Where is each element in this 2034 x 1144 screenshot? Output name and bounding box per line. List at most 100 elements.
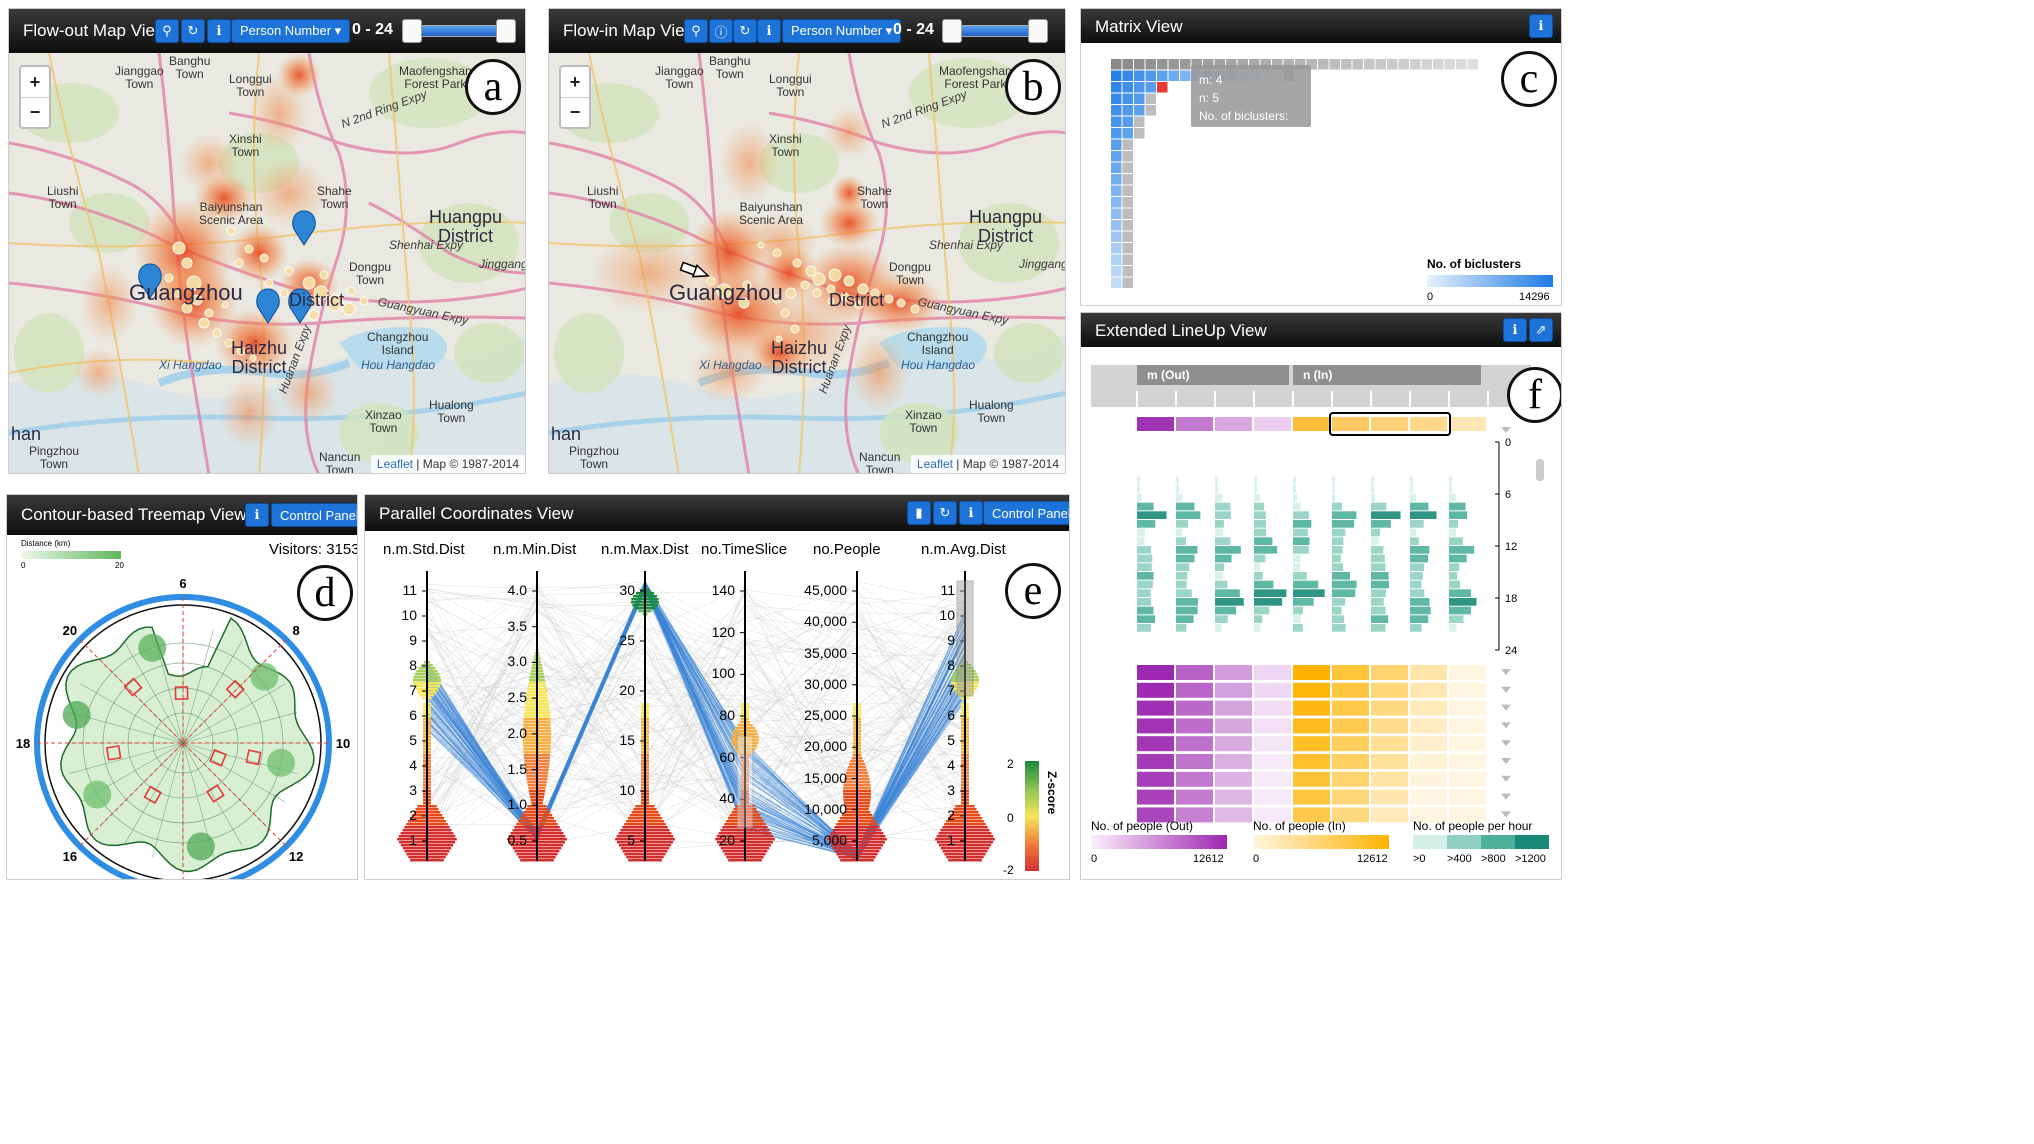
- leaflet-link[interactable]: Leaflet: [377, 457, 413, 471]
- parallel-body: 1 2 3 4 5 6 7 8 9 10 11 n.m.Std.Dist 0.5 1.0 1.5 2.0 2.5…: [365, 531, 1069, 879]
- hour-bar: [1215, 494, 1222, 502]
- axis-title[interactable]: n.m.Std.Dist: [383, 541, 465, 558]
- legend-in-max: 12612: [1357, 853, 1388, 865]
- matrix-cell: [1111, 197, 1122, 208]
- zoom-in-button[interactable]: +: [561, 67, 589, 97]
- axis-tick-label: 7: [409, 682, 417, 698]
- map-label: Hou Hangdao: [901, 359, 975, 372]
- parallel-panel: Parallel Coordinates View ▮ ↻ ℹ Control …: [364, 494, 1070, 880]
- hour-bar: [1137, 477, 1140, 485]
- info-icon[interactable]: ℹ: [207, 19, 231, 43]
- info-icon[interactable]: ℹ: [757, 19, 781, 43]
- time-range-slider[interactable]: [943, 25, 1047, 37]
- contour-region: [61, 618, 314, 871]
- slider-handle-end[interactable]: [496, 19, 516, 43]
- map-zoom-control[interactable]: + −: [19, 65, 51, 129]
- axis-tick-label: 1: [409, 832, 417, 848]
- axis-title[interactable]: n.m.Max.Dist: [601, 541, 689, 558]
- ranking-cell: [1293, 665, 1330, 680]
- marker-info-icon[interactable]: ⓘ: [709, 19, 733, 43]
- hour-bar: [1293, 503, 1300, 511]
- brush: [957, 581, 973, 696]
- info-icon[interactable]: ℹ: [959, 501, 983, 525]
- matrix-cell: [1111, 186, 1122, 197]
- legend-hour-bin: >800: [1481, 853, 1506, 865]
- map-label: District: [829, 291, 884, 310]
- marker-icon[interactable]: ⚲: [155, 19, 179, 43]
- matrix-cell: [1134, 117, 1145, 128]
- axis-tick-label: 30,000: [804, 676, 847, 692]
- hour-bar: [1137, 546, 1151, 554]
- ranking-cell: [1371, 683, 1408, 698]
- hour-bar: [1215, 598, 1244, 606]
- matrix-cell: [1353, 59, 1364, 70]
- zoom-out-button[interactable]: −: [21, 97, 49, 127]
- control-panel-button[interactable]: Control Panel: [271, 503, 358, 527]
- marker-icon[interactable]: ⚲: [684, 19, 708, 43]
- row-chevron-icon: [1501, 758, 1511, 764]
- axis-title[interactable]: no.TimeSlice: [701, 541, 787, 558]
- axis-tick-label: 7: [947, 682, 955, 698]
- hour-bar: [1176, 572, 1187, 580]
- matrix-cell: [1111, 174, 1122, 185]
- panel-badge: e: [1005, 563, 1061, 619]
- info-icon[interactable]: ℹ: [1529, 14, 1553, 38]
- ranking-cell: [1137, 790, 1174, 805]
- hour-bar: [1410, 485, 1413, 493]
- hour-bar: [1410, 511, 1436, 519]
- map-label: Xi Hangdao: [159, 359, 222, 372]
- person-number-dropdown[interactable]: Person Number ▾: [782, 19, 901, 43]
- axis-tick-label: 25: [619, 632, 635, 648]
- ranking-cell: [1449, 772, 1486, 787]
- matrix-cell: [1134, 82, 1145, 93]
- pin-icon[interactable]: ⇗: [1529, 318, 1553, 342]
- hour-bar: [1137, 581, 1153, 589]
- hour-bar: [1215, 555, 1232, 563]
- ranking-cell: [1371, 807, 1408, 822]
- leaflet-link[interactable]: Leaflet: [917, 457, 953, 471]
- bar-chart-icon[interactable]: ▮: [907, 501, 931, 525]
- refresh-icon[interactable]: ↻: [933, 501, 957, 525]
- info-icon[interactable]: ℹ: [245, 503, 269, 527]
- hour-bar: [1410, 494, 1416, 502]
- flow-in-map[interactable]: Banghu Town Jianggao Town Longgui Town M…: [549, 53, 1065, 473]
- ranking-cell: [1332, 701, 1369, 716]
- matrix-cell: [1364, 59, 1375, 70]
- matrix-cell: [1180, 71, 1191, 82]
- ranking-cell: [1449, 718, 1486, 733]
- refresh-icon[interactable]: ↻: [733, 19, 757, 43]
- zoom-out-button[interactable]: −: [561, 97, 589, 127]
- map-label: Jinggang'ao: [479, 258, 525, 271]
- lineup-chart[interactable]: 0 6 12 18 24: [1081, 347, 1561, 827]
- hour-bar: [1176, 589, 1192, 597]
- control-panel-button[interactable]: Control Panel: [983, 501, 1070, 525]
- lineup-header: Extended LineUp View ℹ ⇗: [1081, 313, 1561, 347]
- axis-tick-label: 3: [947, 782, 955, 798]
- info-icon[interactable]: ℹ: [1503, 318, 1527, 342]
- hour-bar: [1293, 581, 1318, 589]
- row-chevron-icon: [1501, 687, 1511, 693]
- axis-title[interactable]: n.m.Avg.Dist: [921, 541, 1006, 558]
- slider-handle-start[interactable]: [402, 19, 422, 43]
- matrix-cell: [1422, 59, 1433, 70]
- ranking-cell: [1215, 718, 1252, 733]
- refresh-icon[interactable]: ↻: [181, 19, 205, 43]
- hour-bar: [1254, 607, 1269, 615]
- slider-handle-end[interactable]: [1028, 19, 1048, 43]
- flow-out-map[interactable]: Banghu Town Jianggao Town Longgui Town M…: [9, 53, 525, 473]
- map-zoom-control[interactable]: + −: [559, 65, 591, 129]
- axis-tick-label: 35,000: [804, 645, 847, 661]
- hour-bar: [1215, 520, 1224, 528]
- hour-bar: [1176, 598, 1198, 606]
- person-number-dropdown[interactable]: Person Number ▾: [231, 19, 350, 43]
- slider-handle-start[interactable]: [942, 19, 962, 43]
- hour-bar: [1410, 589, 1424, 597]
- ranking-cell: [1293, 718, 1330, 733]
- time-range-slider[interactable]: [403, 25, 515, 37]
- axis-tick-label: 20: [619, 682, 635, 698]
- axis-title[interactable]: n.m.Min.Dist: [493, 541, 576, 558]
- axis-tick-label: 20: [719, 832, 735, 848]
- zoom-in-button[interactable]: +: [21, 67, 49, 97]
- matrix-cell: [1111, 255, 1122, 266]
- axis-title[interactable]: no.People: [813, 541, 881, 558]
